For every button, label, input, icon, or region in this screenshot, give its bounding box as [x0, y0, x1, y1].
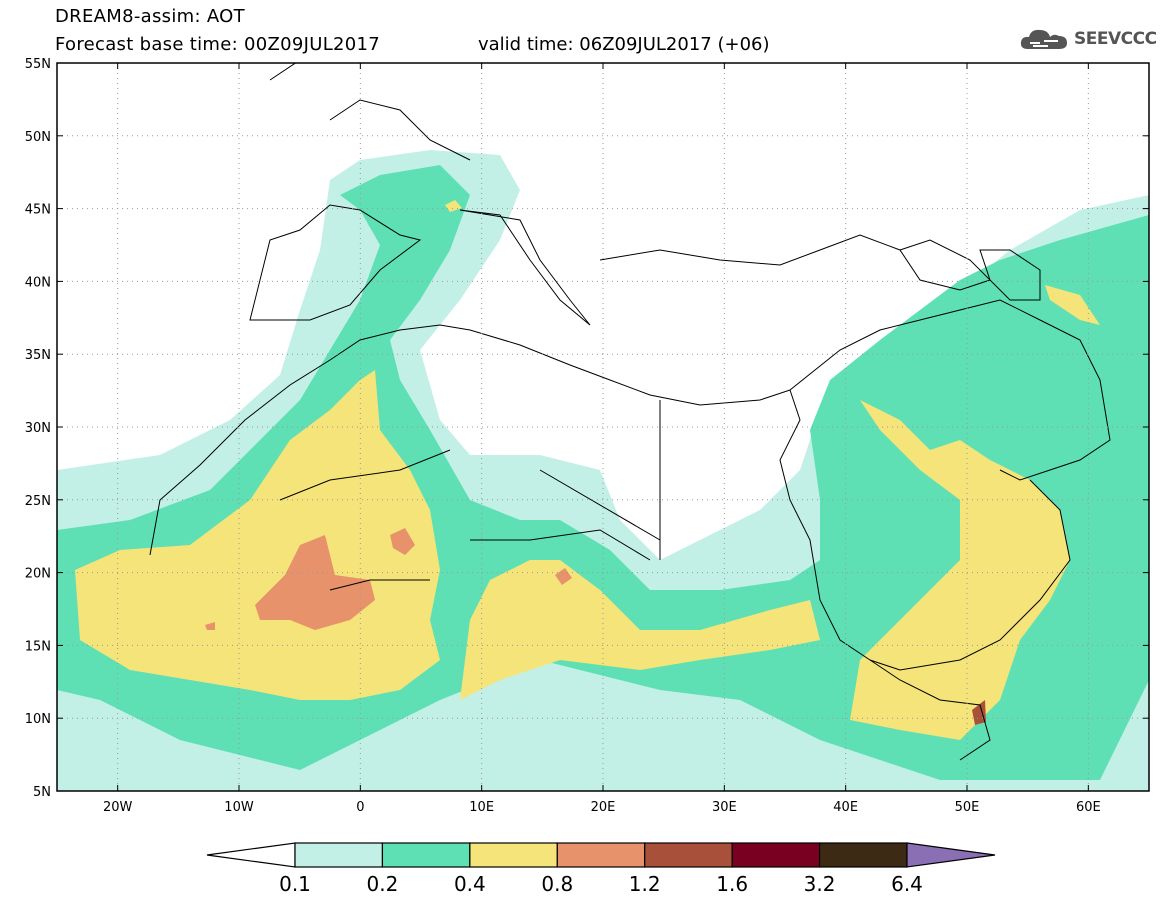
- lon-label: 0: [356, 800, 364, 815]
- legend-level-label: 0.8: [541, 872, 573, 896]
- lon-label: 10E: [469, 800, 494, 815]
- legend-color-box: [644, 842, 733, 868]
- lat-label: 35N: [25, 348, 51, 363]
- valid-time: valid time: 06Z09JUL2017 (+06): [478, 34, 770, 55]
- legend-level-label: 3.2: [804, 872, 836, 896]
- legend-level-label: 0.4: [454, 872, 486, 896]
- lat-label: 20N: [25, 567, 51, 582]
- lon-label: 40E: [833, 800, 858, 815]
- legend-color-box: [294, 842, 384, 868]
- legend-color-box: [731, 842, 821, 868]
- lon-label: 10W: [224, 800, 254, 815]
- lat-label: 40N: [25, 275, 51, 290]
- legend-level-label: 1.6: [716, 872, 748, 896]
- lat-label: 25N: [25, 494, 51, 509]
- seevccc-logo: SEEVCCC: [1018, 24, 1157, 54]
- map-title: DREAM8-assim: AOT: [55, 6, 245, 27]
- lat-label: 15N: [25, 639, 51, 654]
- legend-over-triangle: [906, 842, 996, 868]
- lat-label: 45N: [25, 203, 51, 218]
- lat-label: 30N: [25, 421, 51, 436]
- grid: [57, 63, 1149, 791]
- lat-label: 55N: [25, 57, 51, 72]
- legend-color-box: [556, 842, 646, 868]
- lon-label: 20W: [103, 800, 133, 815]
- lat-label: 50N: [25, 130, 51, 145]
- legend-under-triangle: [206, 842, 296, 868]
- lon-label: 20E: [591, 800, 616, 815]
- legend-level-label: 6.4: [891, 872, 923, 896]
- legend-level-label: 0.2: [367, 872, 399, 896]
- forecast-base-time: Forecast base time: 00Z09JUL2017: [55, 34, 381, 55]
- lon-label: 50E: [955, 800, 980, 815]
- logo-text: SEEVCCC: [1074, 29, 1157, 49]
- lat-label: 5N: [33, 785, 51, 800]
- aot-band-1.2: [972, 700, 986, 725]
- legend-color-box: [381, 842, 471, 868]
- legend-level-label: 0.1: [279, 872, 311, 896]
- legend-level-label: 1.2: [629, 872, 661, 896]
- cloud-icon: [1020, 29, 1067, 49]
- aot-field: [57, 150, 1149, 791]
- lon-label: 60E: [1076, 800, 1101, 815]
- lon-label: 30E: [712, 800, 737, 815]
- legend-color-box: [818, 842, 908, 868]
- lat-label: 10N: [25, 712, 51, 727]
- legend-color-box: [469, 842, 558, 868]
